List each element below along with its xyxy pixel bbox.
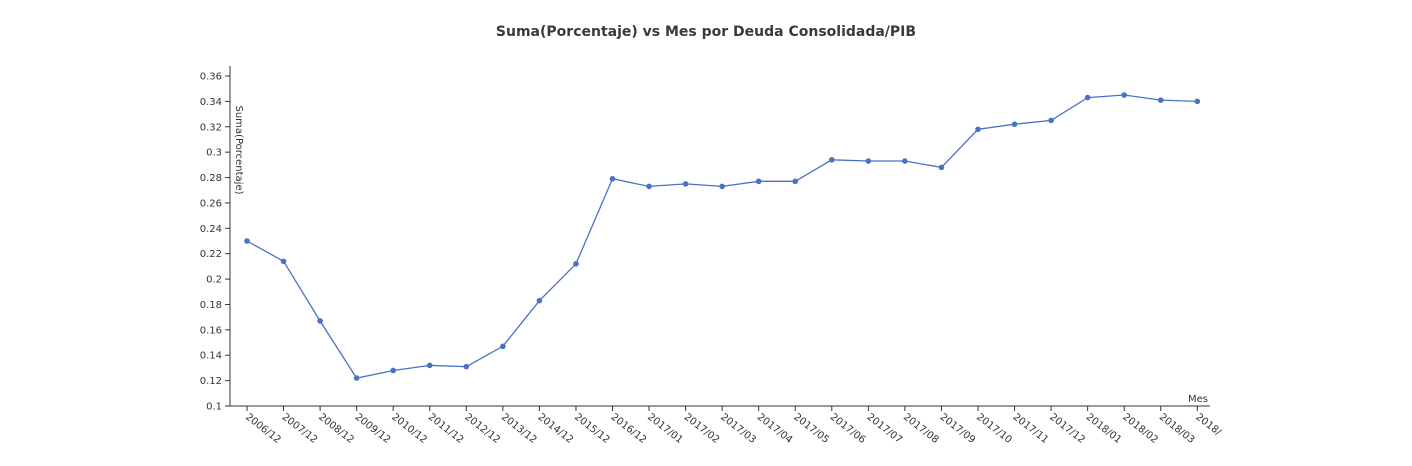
x-tick-label: 2014/12 bbox=[536, 412, 576, 446]
data-point bbox=[573, 261, 579, 267]
x-tick-label: 2009/12 bbox=[353, 412, 393, 446]
y-tick-label: 0.16 bbox=[200, 325, 222, 336]
data-point bbox=[975, 126, 981, 133]
y-tick-label: 0.24 bbox=[200, 224, 222, 235]
data-point bbox=[317, 318, 323, 324]
x-tick-label: 2018/01 bbox=[1084, 412, 1124, 446]
data-point bbox=[865, 158, 872, 164]
x-tick-label: 2017/11 bbox=[1011, 412, 1051, 446]
x-tick-label: 2017/04 bbox=[755, 412, 795, 446]
y-tick-label: 0.22 bbox=[200, 249, 222, 260]
x-tick-label: 2017/03 bbox=[718, 412, 758, 446]
x-tick-label: 2010/12 bbox=[389, 412, 429, 446]
data-point bbox=[1011, 121, 1018, 128]
y-tick-label: 0.18 bbox=[200, 300, 222, 311]
data-point bbox=[902, 158, 908, 164]
x-tick-label: 2011/12 bbox=[426, 412, 466, 446]
x-tick-label: 2017/05 bbox=[791, 412, 831, 446]
x-tick-label: 2018/ bbox=[1193, 412, 1223, 439]
x-tick-label: 2012/12 bbox=[462, 412, 502, 446]
y-tick-label: 0.34 bbox=[200, 97, 222, 108]
x-tick-label: 2017/09 bbox=[938, 412, 978, 446]
data-point bbox=[755, 178, 762, 185]
y-tick-label: 0.14 bbox=[200, 351, 222, 362]
x-tick-label: 2007/12 bbox=[280, 412, 320, 446]
x-tick-label: 2017/01 bbox=[645, 412, 685, 446]
x-tick-label: 2013/12 bbox=[499, 412, 539, 446]
x-tick-label: 2016/12 bbox=[609, 412, 649, 446]
y-tick-label: 0.26 bbox=[200, 198, 222, 209]
x-axis: 2006/122007/122008/122009/122010/122011/… bbox=[230, 405, 1223, 446]
x-tick-label: 2017/06 bbox=[828, 412, 868, 446]
data-point bbox=[1194, 98, 1201, 105]
data-point bbox=[500, 343, 506, 350]
y-tick-label: 0.2 bbox=[206, 275, 222, 286]
chart-title: Suma(Porcentaje) vs Mes por Deuda Consol… bbox=[495, 24, 917, 40]
data-point bbox=[938, 164, 945, 171]
x-tick-label: 2018/02 bbox=[1120, 412, 1160, 446]
data-point bbox=[829, 156, 835, 163]
data-point bbox=[463, 363, 470, 370]
x-tick-label: 2008/12 bbox=[316, 412, 356, 446]
x-tick-label: 2017/07 bbox=[865, 412, 905, 446]
data-point bbox=[792, 178, 799, 185]
x-tick-label: 2017/12 bbox=[1047, 412, 1087, 446]
y-axis: 0.1 0.12 0.14 0.16 0.18 0.2 0.22 0.24 0.26 0.28 0.… bbox=[200, 66, 231, 413]
x-tick-label: 2006/12 bbox=[243, 412, 283, 446]
data-point bbox=[353, 375, 360, 381]
data-point bbox=[682, 181, 689, 187]
y-tick-label: 0.36 bbox=[200, 72, 222, 83]
data-point bbox=[426, 362, 433, 369]
y-tick-label: 0.3 bbox=[206, 148, 222, 159]
data-point bbox=[1084, 94, 1091, 101]
y-axis-title: Suma(Porcentaje) bbox=[233, 105, 244, 194]
data-point bbox=[719, 183, 725, 190]
y-tick-label: 0.1 bbox=[206, 402, 222, 413]
data-point bbox=[280, 258, 287, 265]
plot-area bbox=[244, 92, 1201, 381]
data-point bbox=[1048, 117, 1054, 124]
y-tick-label: 0.28 bbox=[200, 173, 222, 184]
x-tick-label: 2015/12 bbox=[572, 412, 612, 446]
data-point bbox=[609, 176, 616, 182]
x-tick-label: 2017/02 bbox=[682, 412, 722, 446]
data-point bbox=[244, 238, 250, 244]
data-point bbox=[646, 183, 652, 190]
x-axis-title: Mes bbox=[1188, 394, 1208, 405]
x-tick-label: 2018/03 bbox=[1157, 412, 1197, 446]
x-tick-label: 2017/08 bbox=[901, 412, 941, 446]
y-tick-label: 0.12 bbox=[200, 376, 222, 387]
data-point bbox=[536, 297, 543, 304]
x-tick-label: 2017/10 bbox=[974, 412, 1014, 446]
data-point bbox=[1157, 97, 1164, 103]
data-point bbox=[1121, 92, 1127, 98]
y-tick-label: 0.32 bbox=[200, 122, 222, 133]
data-point bbox=[390, 367, 397, 374]
series-line bbox=[246, 94, 1198, 379]
